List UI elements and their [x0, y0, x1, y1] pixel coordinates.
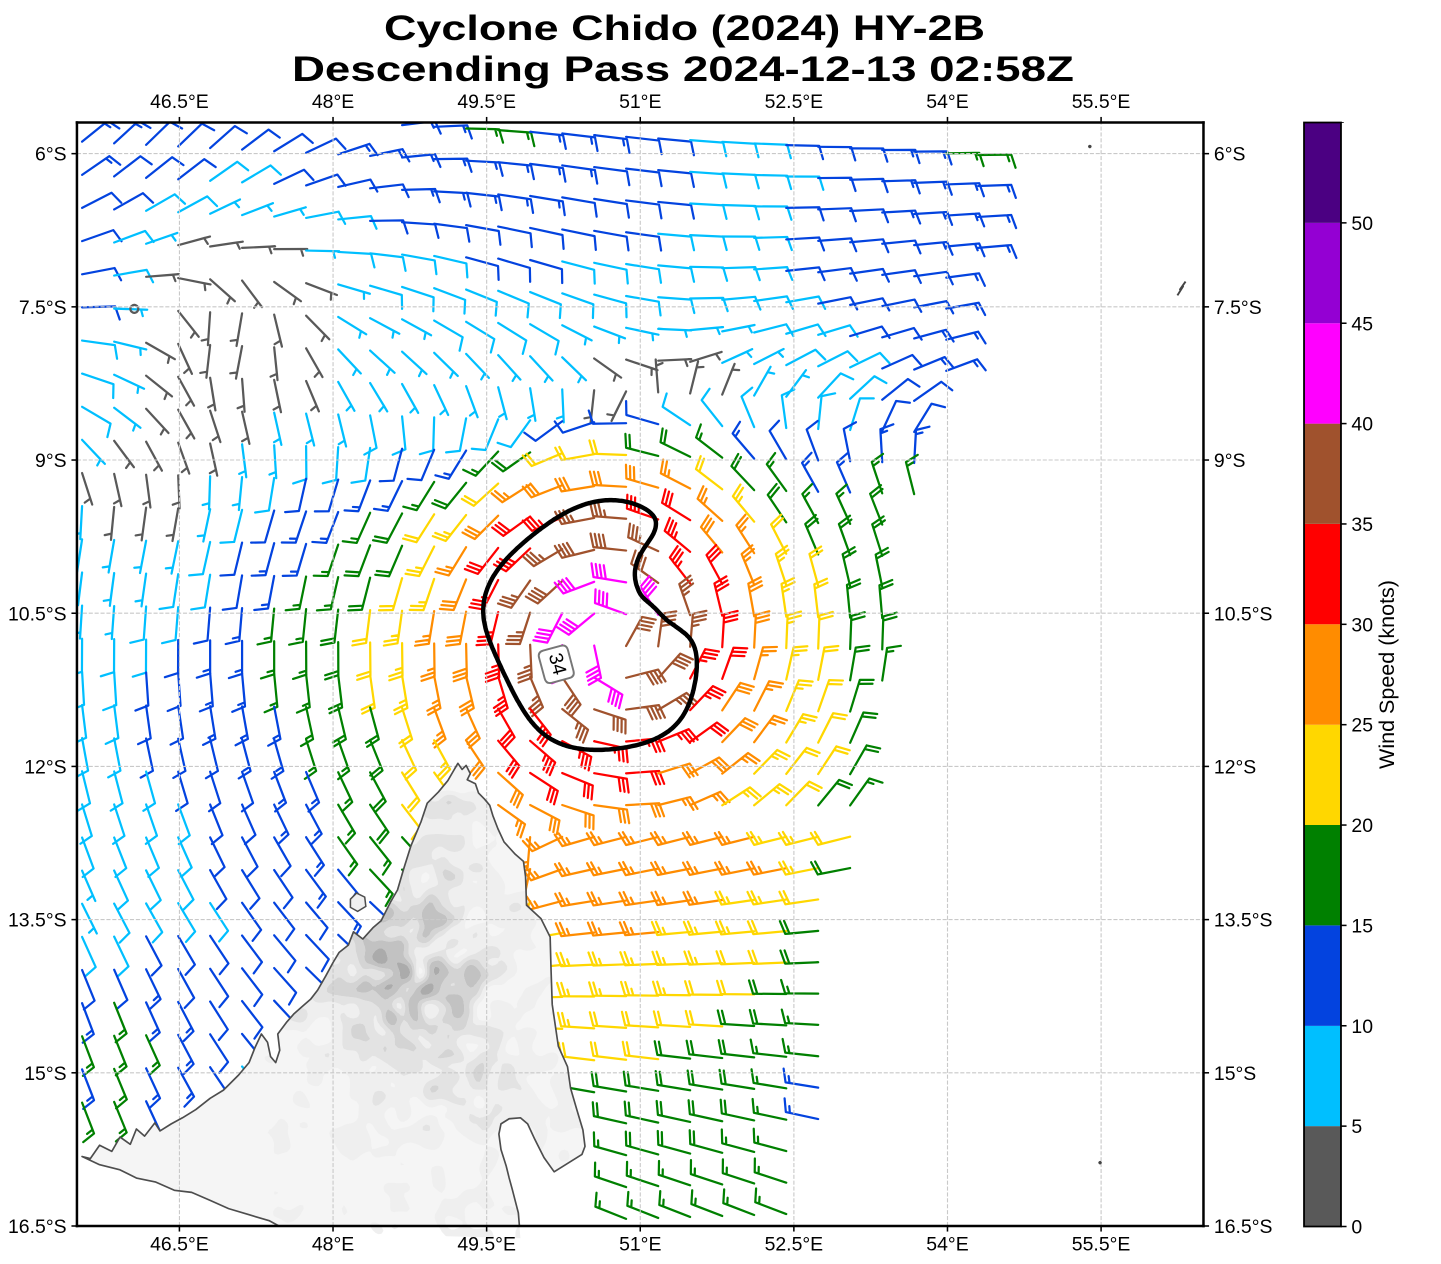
svg-text:54°E: 54°E [926, 1234, 968, 1256]
svg-text:30: 30 [1351, 614, 1373, 636]
svg-text:10.5°S: 10.5°S [1214, 603, 1273, 625]
svg-text:49.5°E: 49.5°E [457, 91, 516, 113]
svg-text:54°E: 54°E [926, 91, 968, 113]
svg-text:12°S: 12°S [1214, 756, 1256, 778]
svg-text:15°S: 15°S [24, 1063, 66, 1085]
svg-text:13.5°S: 13.5°S [1214, 910, 1273, 932]
svg-text:9°S: 9°S [35, 450, 67, 472]
svg-text:55.5°E: 55.5°E [1072, 1234, 1131, 1256]
svg-text:9°S: 9°S [1214, 450, 1246, 472]
svg-text:52.5°E: 52.5°E [765, 1234, 824, 1256]
svg-text:15: 15 [1351, 915, 1373, 937]
svg-text:50: 50 [1351, 213, 1373, 235]
svg-text:16.5°S: 16.5°S [8, 1216, 67, 1238]
svg-text:55.5°E: 55.5°E [1072, 91, 1131, 113]
svg-text:12°S: 12°S [24, 756, 66, 778]
svg-text:25: 25 [1351, 715, 1373, 737]
svg-text:6°S: 6°S [35, 144, 67, 166]
svg-text:51°E: 51°E [619, 1234, 661, 1256]
svg-text:46.5°E: 46.5°E [150, 1234, 209, 1256]
svg-text:Cyclone Chido (2024) HY-2B: Cyclone Chido (2024) HY-2B [384, 8, 985, 48]
svg-text:52.5°E: 52.5°E [765, 91, 824, 113]
svg-text:49.5°E: 49.5°E [457, 1234, 516, 1256]
svg-text:6°S: 6°S [1214, 144, 1246, 166]
svg-text:5: 5 [1351, 1116, 1362, 1138]
svg-text:46.5°E: 46.5°E [150, 91, 209, 113]
svg-text:10: 10 [1351, 1016, 1373, 1038]
svg-text:Wind Speed (knots): Wind Speed (knots) [1375, 580, 1399, 769]
svg-text:16.5°S: 16.5°S [1214, 1216, 1273, 1238]
svg-text:13.5°S: 13.5°S [8, 910, 67, 932]
svg-text:15°S: 15°S [1214, 1063, 1256, 1085]
svg-text:0: 0 [1351, 1217, 1362, 1239]
svg-text:10.5°S: 10.5°S [8, 603, 67, 625]
svg-text:51°E: 51°E [619, 91, 661, 113]
svg-text:48°E: 48°E [312, 91, 354, 113]
svg-text:20: 20 [1351, 815, 1373, 837]
svg-text:7.5°S: 7.5°S [19, 297, 67, 319]
svg-text:7.5°S: 7.5°S [1214, 297, 1262, 319]
svg-text:35: 35 [1351, 514, 1373, 536]
svg-text:40: 40 [1351, 414, 1373, 436]
svg-text:Descending Pass 2024-12-13 02:: Descending Pass 2024-12-13 02:58Z [292, 49, 1074, 89]
svg-text:48°E: 48°E [312, 1234, 354, 1256]
svg-text:45: 45 [1351, 313, 1373, 335]
